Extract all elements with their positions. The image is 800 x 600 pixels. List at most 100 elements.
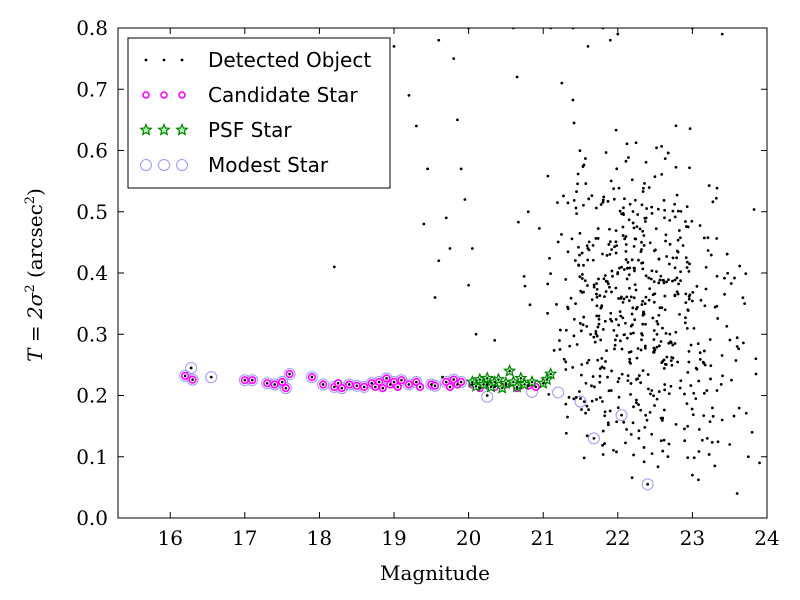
- detected-object-point: [594, 237, 598, 240]
- detected-object-point: [579, 289, 583, 293]
- detected-object-point: [558, 347, 562, 351]
- detected-object-point: [723, 292, 726, 296]
- detected-object-point: [572, 334, 576, 338]
- detected-object-point: [621, 234, 625, 237]
- detected-object-point: [595, 292, 598, 296]
- detected-object-point: [714, 196, 718, 200]
- y-tick-label: 0.4: [76, 261, 108, 285]
- detected-object-point: [639, 408, 643, 412]
- detected-object-point: [657, 313, 661, 317]
- detected-object-point: [615, 450, 618, 454]
- detected-object-point: [604, 360, 607, 363]
- detected-object-point: [321, 383, 325, 386]
- detected-object-point: [673, 266, 677, 270]
- detected-object-point: [743, 302, 747, 306]
- detected-object-point: [605, 349, 608, 352]
- detected-object-point: [694, 366, 698, 370]
- detected-object-point: [489, 385, 493, 389]
- detected-object-point: [625, 266, 629, 270]
- detected-object-point: [564, 278, 568, 281]
- detected-object-point: [595, 295, 599, 299]
- detected-object-point: [485, 383, 489, 386]
- detected-object-point: [555, 303, 558, 306]
- detected-object-point: [685, 225, 688, 228]
- detected-object-point: [671, 343, 675, 347]
- detected-object-point: [686, 456, 690, 460]
- detected-object-point: [485, 394, 489, 397]
- detected-object-point: [703, 304, 707, 308]
- detected-object-point: [582, 315, 586, 319]
- detected-object-point: [702, 361, 706, 365]
- detected-object-point: [639, 348, 643, 352]
- detected-object-point: [597, 322, 601, 326]
- detected-object-point: [655, 397, 659, 401]
- detected-object-point: [250, 378, 254, 382]
- detected-object-point: [612, 197, 616, 201]
- x-tick-label: 20: [456, 526, 481, 550]
- detected-object-point: [612, 448, 615, 452]
- detected-object-point: [732, 414, 736, 418]
- detected-object-point: [644, 295, 648, 299]
- detected-object-point: [663, 208, 667, 212]
- detected-object-point: [641, 267, 645, 271]
- detected-object-point: [615, 244, 619, 248]
- detected-object-point: [504, 382, 508, 385]
- detected-object-point: [595, 398, 598, 401]
- detected-object-point: [698, 357, 702, 361]
- detected-object-point: [572, 317, 576, 321]
- detected-object-point: [515, 385, 519, 389]
- detected-object-point: [730, 378, 733, 382]
- detected-object-point: [602, 366, 606, 370]
- detected-object-point: [648, 287, 652, 291]
- detected-object-point: [641, 186, 645, 190]
- detected-object-point: [662, 438, 666, 442]
- detected-object-point: [648, 241, 652, 245]
- detected-object-point: [709, 377, 712, 381]
- detected-object-point: [617, 297, 620, 300]
- detected-object-point: [604, 151, 608, 154]
- detected-object-point: [628, 202, 632, 206]
- detected-object-point: [664, 233, 668, 237]
- detected-object-point: [610, 248, 614, 251]
- legend: Detected Object Candidate Star PSF Star Mod…: [127, 37, 391, 189]
- detected-object-point: [577, 390, 581, 393]
- detected-object-point: [567, 395, 571, 399]
- detected-object-point: [575, 190, 578, 194]
- detected-object-point: [637, 374, 641, 377]
- detected-object-point: [674, 165, 678, 169]
- detected-object-point: [686, 424, 690, 428]
- detected-object-point: [610, 269, 614, 273]
- detected-object-point: [619, 297, 623, 300]
- detected-object-point: [750, 430, 754, 434]
- detected-object-point: [576, 172, 580, 176]
- detected-object-point: [640, 303, 644, 306]
- detected-object-point: [679, 379, 683, 383]
- detected-object-point: [655, 146, 658, 150]
- detected-object-point: [650, 211, 654, 215]
- detected-object-point: [668, 218, 672, 222]
- detected-object-point: [437, 259, 441, 263]
- detected-object-point: [526, 210, 530, 214]
- detected-object-point: [560, 233, 563, 236]
- detected-object-point: [582, 400, 586, 404]
- detected-object-point: [630, 476, 634, 480]
- detected-object-point: [586, 44, 590, 48]
- detected-object-point: [709, 364, 713, 368]
- detected-object-point: [706, 236, 710, 240]
- detected-object-point: [664, 239, 667, 243]
- detected-object-point: [622, 297, 626, 301]
- detected-object-point: [603, 319, 607, 323]
- detected-object-point: [635, 305, 639, 309]
- detected-object-point: [684, 220, 687, 223]
- detected-object-point: [662, 366, 666, 370]
- detected-object-point: [593, 340, 597, 344]
- detected-object-point: [655, 332, 659, 336]
- detected-object-point: [500, 386, 504, 390]
- detected-object-point: [741, 296, 745, 300]
- detected-object-point: [662, 408, 666, 412]
- detected-object-point: [583, 279, 587, 283]
- detected-object-point: [336, 381, 340, 385]
- detected-object-point: [592, 285, 596, 289]
- detected-object-point: [631, 323, 634, 327]
- detected-object-point: [690, 299, 694, 303]
